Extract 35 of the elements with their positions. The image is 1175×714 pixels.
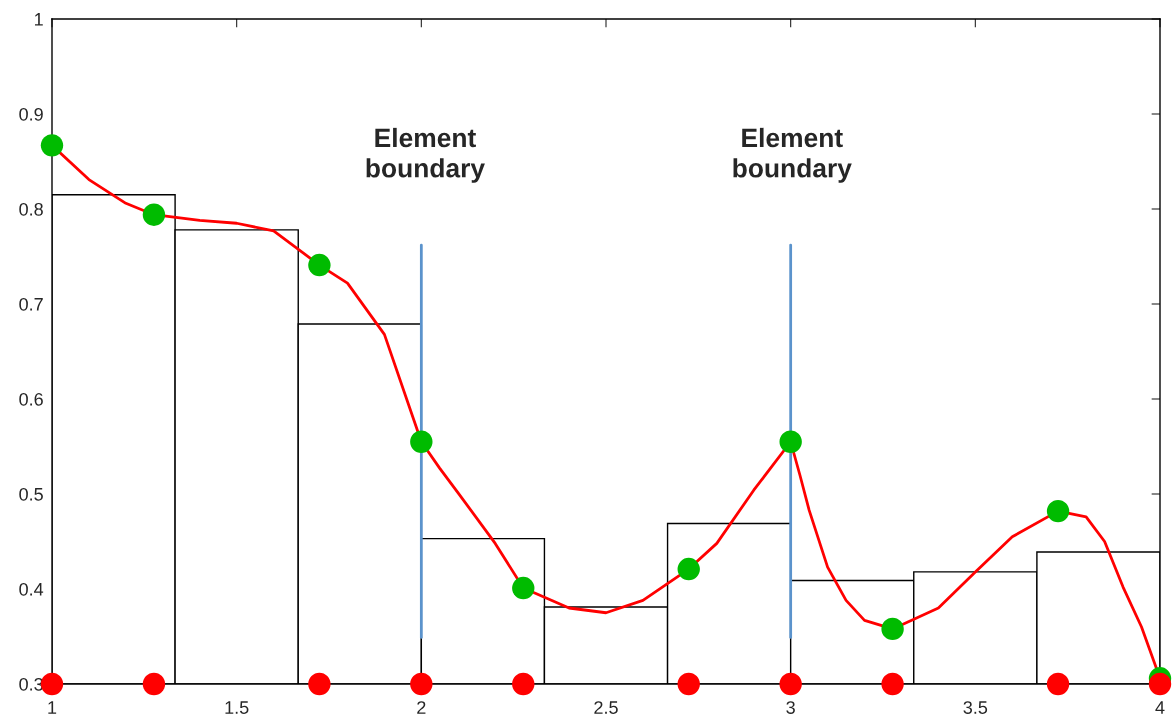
y-tick-label: 0.6 [19,392,43,406]
point [881,672,904,696]
annotation: Element boundary [366,127,485,183]
x-tick-label: 2 [417,701,426,714]
point [308,253,331,277]
y-tick-label: 0.9 [19,107,43,121]
annotation: Element boundary [733,127,852,183]
y-tick-label: 1 [35,13,43,26]
point [881,617,904,641]
x-tick-label: 3.5 [963,701,988,714]
point [512,672,535,696]
x-tick-label: 3 [786,701,795,714]
y-tick-label: 0.5 [19,487,43,501]
x-tick-label: 4 [1155,701,1165,714]
point [779,672,802,696]
point [512,576,535,600]
y-tick-label: 0.4 [19,582,44,596]
point [142,672,166,696]
point [142,203,166,226]
point [1046,499,1070,523]
point [1046,672,1070,696]
y-tick-label: 0.8 [19,202,43,216]
point [410,430,433,453]
point [677,672,700,696]
point [677,557,700,581]
x-tick-label: 2.5 [594,701,618,714]
x-tick-label: 1.5 [225,701,249,714]
point [40,672,64,696]
point [40,134,64,157]
x-tick-label: 1 [48,701,57,714]
point [410,672,433,696]
y-tick-label: 0.7 [19,297,43,311]
point [779,430,802,453]
point [1148,672,1172,696]
point [308,672,331,696]
